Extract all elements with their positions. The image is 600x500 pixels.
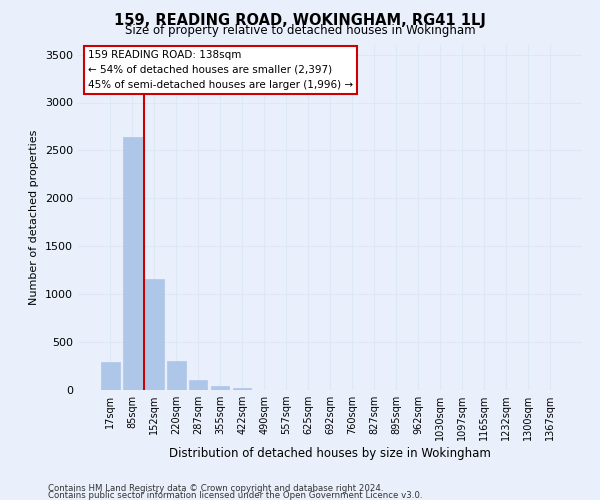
- Text: Size of property relative to detached houses in Wokingham: Size of property relative to detached ho…: [125, 24, 475, 37]
- Text: 159, READING ROAD, WOKINGHAM, RG41 1LJ: 159, READING ROAD, WOKINGHAM, RG41 1LJ: [114, 12, 486, 28]
- Bar: [145, 279, 164, 390]
- Bar: [101, 362, 119, 390]
- Bar: [189, 380, 208, 390]
- Text: Contains public sector information licensed under the Open Government Licence v3: Contains public sector information licen…: [48, 491, 422, 500]
- Text: 159 READING ROAD: 138sqm
← 54% of detached houses are smaller (2,397)
45% of sem: 159 READING ROAD: 138sqm ← 54% of detach…: [88, 50, 353, 90]
- Bar: [123, 137, 142, 390]
- Text: Contains HM Land Registry data © Crown copyright and database right 2024.: Contains HM Land Registry data © Crown c…: [48, 484, 383, 493]
- Bar: [233, 388, 251, 390]
- Y-axis label: Number of detached properties: Number of detached properties: [29, 130, 40, 305]
- Bar: [211, 386, 229, 390]
- X-axis label: Distribution of detached houses by size in Wokingham: Distribution of detached houses by size …: [169, 448, 491, 460]
- Bar: [167, 361, 185, 390]
